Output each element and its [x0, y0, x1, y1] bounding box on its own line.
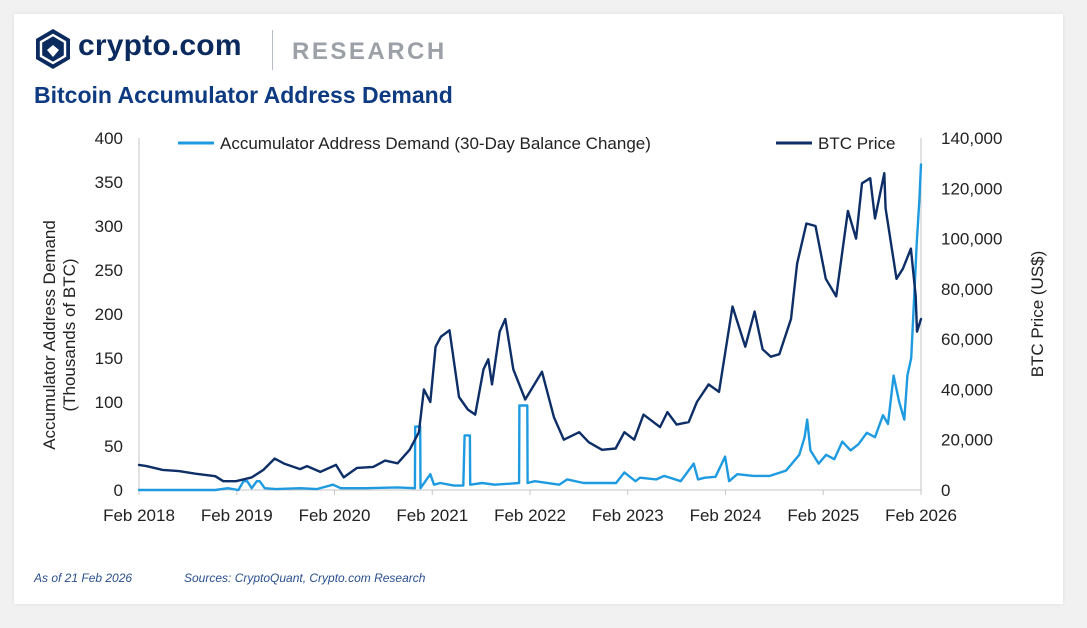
accumulator-demand-line: [137, 163, 923, 492]
left-tick-label: 400: [95, 129, 123, 148]
x-tick-label: Feb 2022: [494, 506, 566, 525]
left-tick-label: 350: [95, 173, 123, 192]
right-tick-label: 120,000: [941, 179, 1002, 198]
legend-label: BTC Price: [818, 134, 895, 153]
x-tick-label: Feb 2019: [201, 506, 273, 525]
left-axis-title: (Thousands of BTC): [60, 258, 79, 411]
as-of-note: As of 21 Feb 2026: [34, 571, 133, 585]
right-tick-label: 60,000: [941, 330, 993, 349]
x-tick-label: Feb 2018: [103, 506, 175, 525]
x-tick-label: Feb 2026: [885, 506, 957, 525]
btc-price-line: [137, 171, 923, 483]
right-tick-label: 40,000: [941, 380, 993, 399]
brand-divider: [272, 30, 273, 70]
right-tick-label: 100,000: [941, 230, 1002, 249]
x-tick-label: Feb 2021: [396, 506, 468, 525]
chart-title: Bitcoin Accumulator Address Demand: [34, 82, 453, 108]
x-tick-label: Feb 2024: [690, 506, 762, 525]
x-tick-label: Feb 2023: [592, 506, 664, 525]
right-tick-label: 80,000: [941, 280, 993, 299]
left-tick-label: 250: [95, 261, 123, 280]
right-axis-title: BTC Price (US$): [1028, 251, 1047, 378]
right-tick-label: 140,000: [941, 129, 1002, 148]
brand-name: crypto.com: [78, 29, 242, 62]
chart-card: crypto.com RESEARCH Bitcoin Accumulator …: [14, 14, 1063, 604]
x-tick-label: Feb 2020: [299, 506, 371, 525]
sources-note: Sources: CryptoQuant, Crypto.com Researc…: [184, 571, 426, 585]
left-tick-label: 300: [95, 217, 123, 236]
right-tick-label: 0: [941, 481, 950, 500]
left-tick-label: 150: [95, 349, 123, 368]
right-tick-label: 20,000: [941, 431, 993, 450]
crypto-lion-shield-logo: [36, 29, 70, 69]
left-axis-title: Accumulator Address Demand: [40, 220, 59, 450]
left-tick-label: 200: [95, 305, 123, 324]
left-tick-label: 0: [114, 481, 123, 500]
left-tick-label: 50: [104, 437, 123, 456]
brand-section: RESEARCH: [292, 38, 447, 65]
left-tick-label: 100: [95, 393, 123, 412]
legend-label: Accumulator Address Demand (30-Day Balan…: [220, 134, 651, 153]
x-tick-label: Feb 2025: [787, 506, 859, 525]
